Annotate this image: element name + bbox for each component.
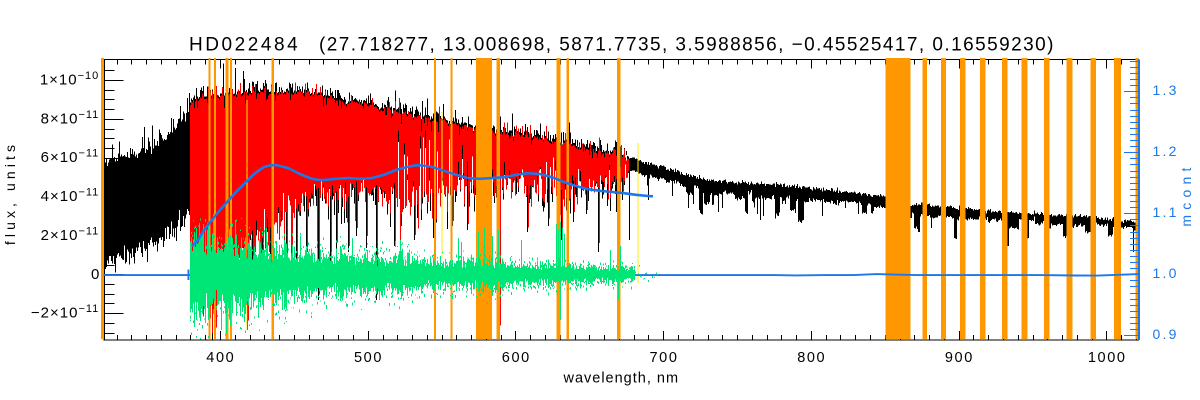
svg-text:0: 0	[91, 266, 99, 283]
svg-text:0.9: 0.9	[1153, 326, 1179, 342]
svg-text:1.3: 1.3	[1153, 82, 1179, 98]
svg-text:flux, units: flux, units	[2, 141, 18, 245]
svg-text:900: 900	[945, 350, 974, 366]
svg-text:wavelength, nm: wavelength, nm	[562, 371, 679, 387]
svg-text:600: 600	[502, 350, 531, 366]
svg-text:(27.718277, 13.008698, 5871.77: (27.718277, 13.008698, 5871.7735, 3.5988…	[319, 35, 1055, 56]
svg-text:800: 800	[797, 350, 826, 366]
svg-text:1.0: 1.0	[1153, 265, 1179, 281]
svg-text:HD022484: HD022484	[189, 35, 300, 56]
svg-text:400: 400	[206, 350, 235, 366]
svg-text:mcont: mcont	[1178, 162, 1194, 226]
svg-text:700: 700	[650, 350, 679, 366]
svg-text:1.1: 1.1	[1153, 204, 1179, 220]
svg-text:1.2: 1.2	[1153, 143, 1179, 159]
svg-text:1000: 1000	[1088, 350, 1127, 366]
svg-text:500: 500	[354, 350, 383, 366]
